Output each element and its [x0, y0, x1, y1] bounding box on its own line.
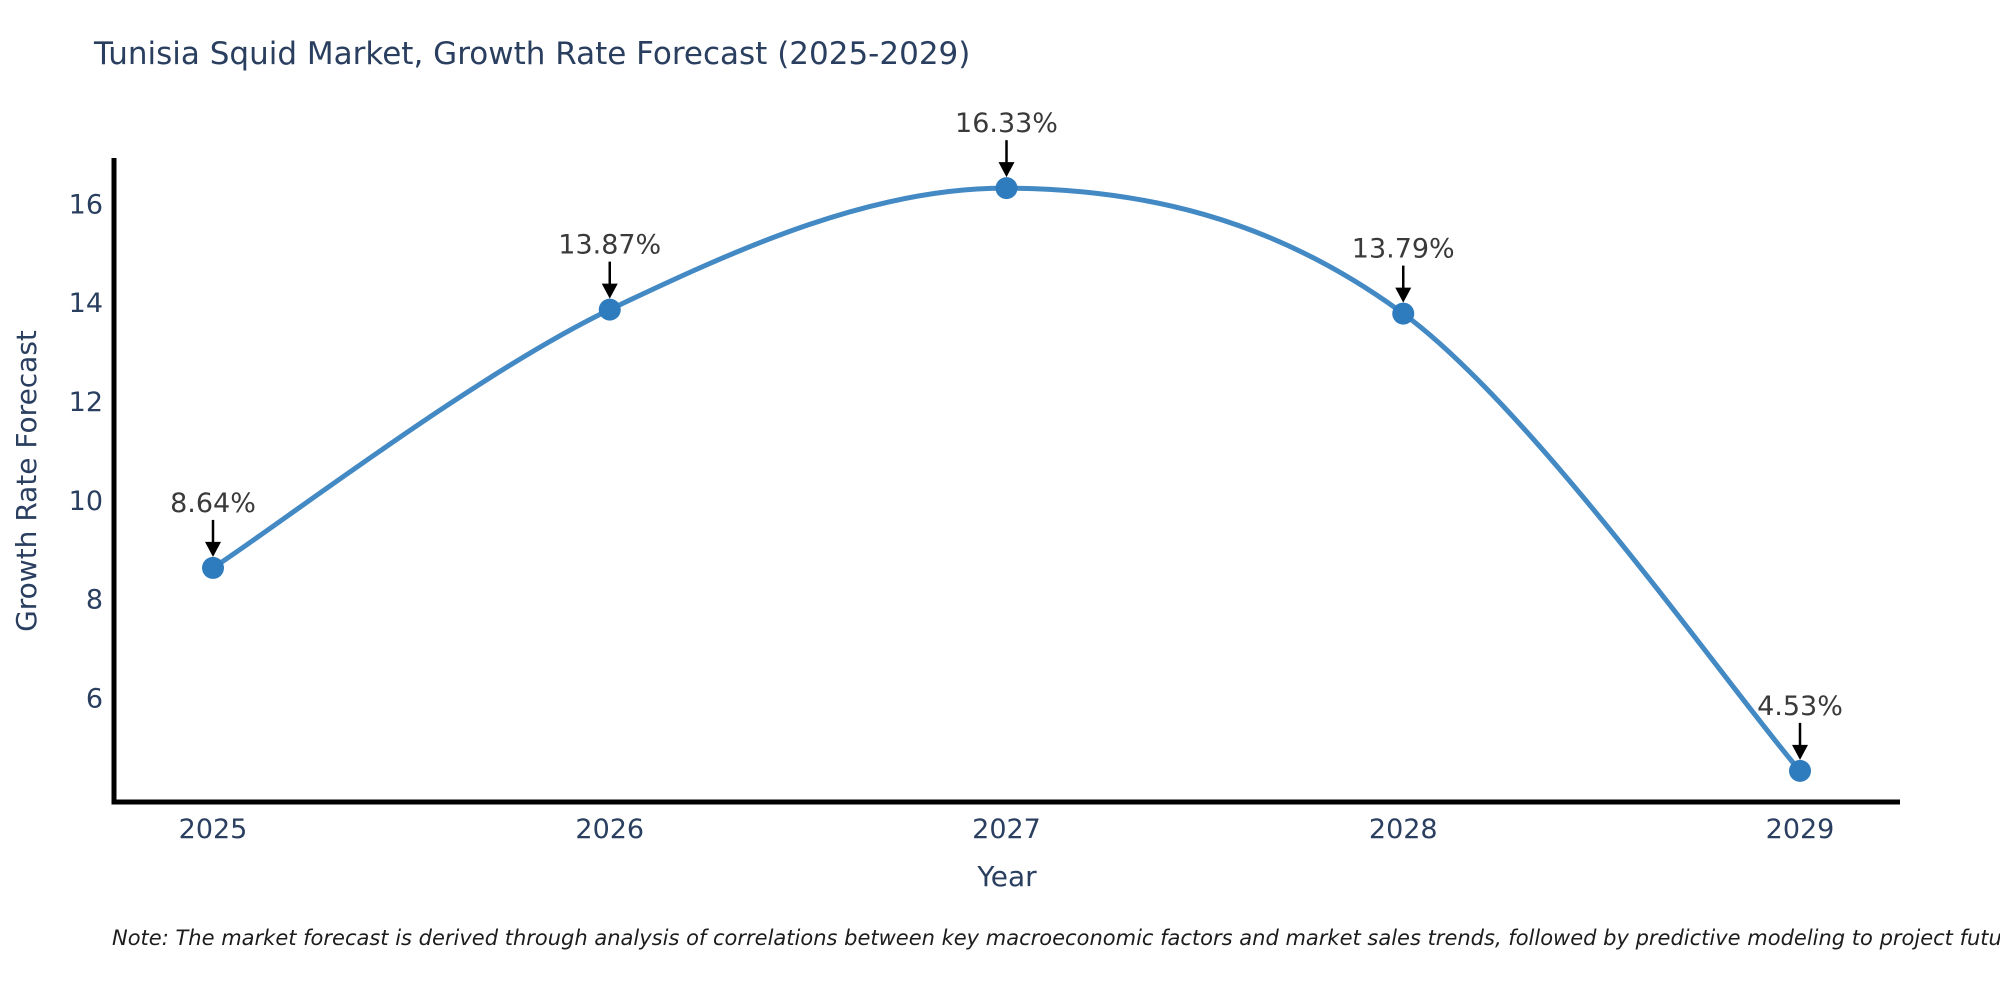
- data-point-marker: [598, 298, 621, 321]
- y-tick-label: 10: [69, 486, 103, 517]
- annotation-arrowhead: [1792, 744, 1808, 760]
- y-tick-label: 16: [69, 189, 103, 220]
- data-point-marker: [1392, 302, 1415, 325]
- y-tick-label: 14: [69, 288, 103, 319]
- y-axis-title: Growth Rate Forecast: [10, 330, 43, 632]
- y-tick-label: 8: [86, 585, 103, 616]
- annotation-label: 4.53%: [1757, 691, 1843, 722]
- line-series: [210, 185, 1803, 774]
- data-point-marker: [202, 556, 224, 579]
- annotation-label: 13.87%: [558, 230, 661, 261]
- data-point-marker: [995, 177, 1018, 200]
- footnote: Note: The market forecast is derived thr…: [112, 926, 2000, 950]
- y-tick-label: 6: [86, 683, 103, 714]
- annotation-label: 8.64%: [170, 488, 256, 519]
- annotation-label: 13.79%: [1352, 234, 1455, 265]
- annotation-arrowhead: [601, 283, 618, 299]
- x-tick-label: 2028: [1369, 814, 1438, 845]
- chart-title: Tunisia Squid Market, Growth Rate Foreca…: [94, 36, 971, 72]
- x-tick-label: 2029: [1766, 814, 1835, 845]
- annotation-label: 16.33%: [955, 108, 1058, 139]
- x-axis-title: Year: [976, 860, 1037, 893]
- y-tick-label: 12: [69, 387, 103, 418]
- x-tick-label: 2026: [575, 814, 644, 845]
- x-tick-label: 2027: [972, 814, 1041, 845]
- annotation-arrowhead: [1395, 287, 1412, 303]
- x-tick-label: 2025: [179, 814, 248, 845]
- annotation-arrowhead: [998, 162, 1015, 178]
- data-point-marker: [1789, 759, 1811, 782]
- annotation-arrowhead: [205, 541, 221, 557]
